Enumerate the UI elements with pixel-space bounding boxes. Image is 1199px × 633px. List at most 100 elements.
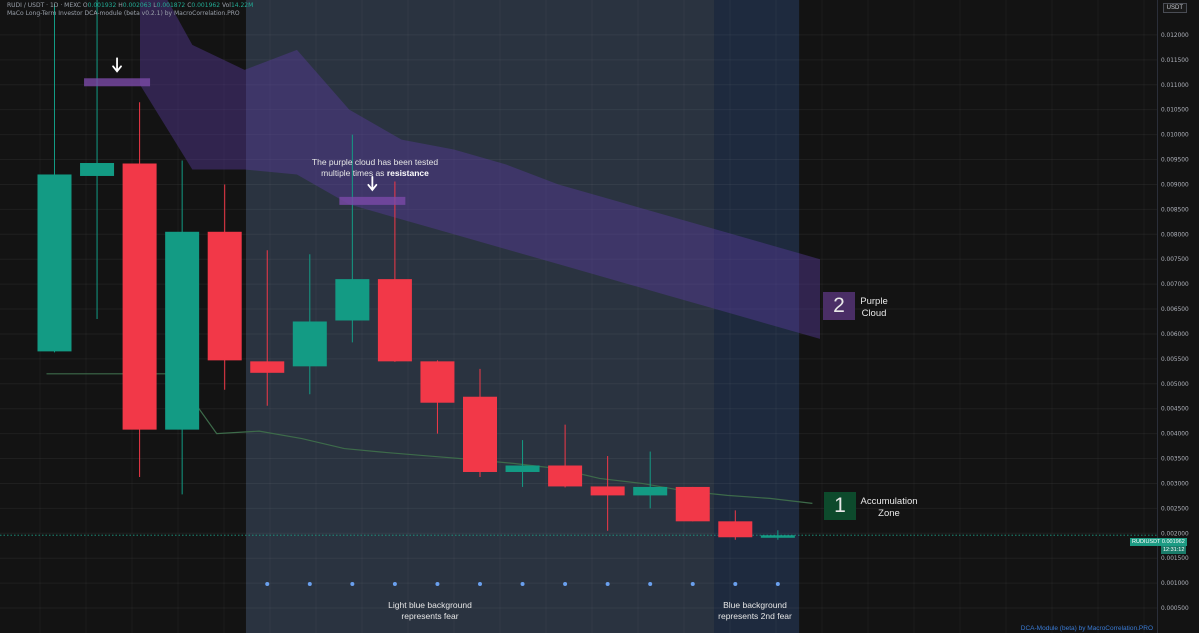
fear-dot-10 bbox=[690, 582, 695, 586]
axis-tick-label-18: 0.003000 bbox=[1161, 481, 1189, 487]
candle-body-13 bbox=[590, 486, 625, 496]
axis-tick-label-4: 0.010000 bbox=[1161, 133, 1189, 139]
accumulation-zone-number: 1 bbox=[824, 492, 856, 520]
currency-label[interactable]: USDT bbox=[1162, 3, 1187, 13]
axis-tick-label-0: 0.012000 bbox=[1161, 33, 1189, 39]
axis-tick-label-13: 0.005500 bbox=[1161, 357, 1189, 363]
purple-label-line2: Cloud bbox=[861, 308, 887, 319]
fear-dot-0 bbox=[265, 582, 270, 586]
axis-tick-label-21: 0.001500 bbox=[1161, 556, 1189, 562]
axis-tick-label-19: 0.002500 bbox=[1161, 506, 1189, 512]
purple-cloud bbox=[140, 0, 820, 339]
axis-tick-label-10: 0.007000 bbox=[1161, 282, 1189, 288]
low-value: 0.001872 bbox=[156, 2, 186, 9]
candle-body-3 bbox=[165, 231, 200, 430]
candle-body-12 bbox=[548, 465, 583, 487]
fear-dot-8 bbox=[605, 582, 610, 586]
axis-tick-label-12: 0.006000 bbox=[1161, 332, 1189, 338]
candle-body-5 bbox=[250, 361, 285, 373]
candle-body-7 bbox=[335, 279, 370, 321]
fear-dot-5 bbox=[478, 582, 482, 586]
close-label: C bbox=[187, 2, 192, 9]
open-label: O bbox=[82, 2, 88, 9]
axis-tick-label-15: 0.004500 bbox=[1161, 407, 1189, 413]
axis-tick-label-6: 0.009000 bbox=[1161, 182, 1189, 188]
close-value: 0.001962 bbox=[191, 2, 221, 9]
cloud-note-line2: multiple times as resistance bbox=[300, 168, 450, 179]
candle-body-17 bbox=[760, 535, 795, 538]
current-price-tag[interactable]: RUDIUSDT 0.001962 bbox=[1130, 538, 1187, 546]
cloud-note-line1: The purple cloud has been tested bbox=[311, 157, 439, 167]
axis-tick-label-14: 0.005000 bbox=[1161, 382, 1189, 388]
symbol-ohlc-header: RUDI / USDT · 1D · MEXC O0.001932 H0.002… bbox=[7, 2, 253, 9]
candle-body-10 bbox=[463, 396, 497, 472]
high-value: 0.002063 bbox=[122, 2, 152, 9]
accum-label-line1: Accumulation bbox=[860, 496, 918, 507]
low-label: L bbox=[153, 2, 157, 9]
axis-tick-label-8: 0.008000 bbox=[1161, 232, 1189, 238]
resistance-marker-0 bbox=[84, 78, 151, 87]
fear-dot-6 bbox=[520, 582, 525, 586]
light-fear-line1: Light blue background bbox=[388, 600, 472, 610]
volume-label: Vol bbox=[221, 2, 231, 9]
open-value: 0.001932 bbox=[87, 2, 117, 9]
candle-body-16 bbox=[718, 521, 753, 538]
axis-tick-label-23: 0.000500 bbox=[1161, 606, 1189, 612]
axis-tick-label-5: 0.009500 bbox=[1161, 158, 1189, 164]
fear-dot-2 bbox=[350, 582, 355, 586]
candle-body-14 bbox=[633, 486, 668, 496]
axis-tick-label-2: 0.011000 bbox=[1161, 83, 1189, 89]
price-tag-time: 12:31:12 bbox=[1161, 546, 1187, 554]
axis-tick-label-20: 0.002000 bbox=[1161, 531, 1189, 537]
candle-body-4 bbox=[207, 231, 242, 361]
volume-value: 14.22M bbox=[230, 2, 254, 9]
price-tag-value: 0.001962 bbox=[1161, 539, 1185, 545]
fear-dot-4 bbox=[435, 582, 440, 586]
fear-dot-11 bbox=[733, 582, 738, 586]
accumulation-zone-label: Accumulation Zone bbox=[858, 496, 920, 520]
blue-fear-line1: Blue background bbox=[723, 600, 787, 610]
candle-body-11 bbox=[505, 465, 540, 472]
fear-dot-3 bbox=[392, 582, 397, 586]
light-fear-line2: represents fear bbox=[401, 611, 459, 621]
candle-body-2 bbox=[122, 163, 157, 430]
resistance-marker-1 bbox=[339, 196, 406, 205]
symbol-info: RUDI / USDT · 1D · MEXC bbox=[7, 2, 81, 9]
purple-label-line1: Purple bbox=[860, 296, 888, 307]
down-arrow-icon-0 bbox=[112, 57, 122, 73]
purple-cloud-label: Purple Cloud bbox=[848, 296, 900, 320]
cloud-note-prefix: multiple times as bbox=[321, 168, 385, 178]
candle-body-9 bbox=[420, 361, 455, 403]
candle-body-6 bbox=[292, 321, 327, 367]
accum-label-line2: Zone bbox=[878, 508, 900, 519]
axis-tick-label-9: 0.007500 bbox=[1161, 257, 1189, 263]
indicator-title[interactable]: MaCo Long-Term Investor DCA-module (beta… bbox=[7, 10, 240, 17]
fear-dot-9 bbox=[648, 582, 653, 586]
axis-tick-label-16: 0.004000 bbox=[1161, 432, 1189, 438]
axis-tick-label-22: 0.001000 bbox=[1161, 581, 1189, 587]
high-label: H bbox=[118, 2, 123, 9]
purple-cloud-number: 2 bbox=[823, 292, 855, 320]
fear-dot-7 bbox=[563, 582, 568, 586]
candle-body-15 bbox=[675, 486, 710, 522]
blue-fear-line2: represents 2nd fear bbox=[718, 611, 792, 621]
footer-credit[interactable]: DCA-Module (beta) by MacroCorrelation.PR… bbox=[1020, 625, 1153, 632]
axis-tick-label-17: 0.003500 bbox=[1161, 457, 1189, 463]
candle-body-8 bbox=[377, 279, 412, 362]
candle-body-1 bbox=[80, 163, 115, 176]
axis-tick-label-1: 0.011500 bbox=[1161, 58, 1189, 64]
fear-dot-12 bbox=[775, 582, 780, 586]
candle-body-0 bbox=[37, 174, 72, 352]
axis-tick-label-11: 0.006500 bbox=[1161, 307, 1189, 313]
axis-tick-label-7: 0.008500 bbox=[1161, 207, 1189, 213]
fear-dot-1 bbox=[307, 582, 312, 586]
axis-tick-label-3: 0.010500 bbox=[1161, 108, 1189, 114]
light-fear-note: Light blue background represents fear bbox=[355, 600, 505, 622]
price-tag-symbol: RUDIUSDT bbox=[1132, 539, 1161, 545]
cloud-resistance-note: The purple cloud has been tested multipl… bbox=[300, 157, 450, 179]
blue-fear-note: Blue background represents 2nd fear bbox=[695, 600, 815, 622]
cloud-note-bold: resistance bbox=[386, 168, 429, 178]
fear-background-light bbox=[245, 0, 715, 633]
down-arrow-icon-1 bbox=[367, 175, 378, 192]
